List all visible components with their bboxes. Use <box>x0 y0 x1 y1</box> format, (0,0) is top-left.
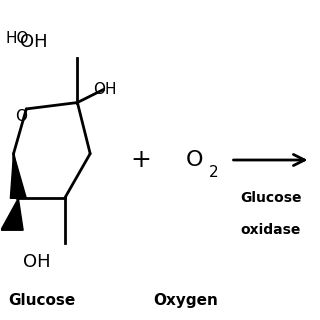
Polygon shape <box>1 198 23 230</box>
Text: oxidase: oxidase <box>240 223 301 237</box>
Text: Glucose: Glucose <box>240 191 301 205</box>
Text: +: + <box>131 148 152 172</box>
Text: OH: OH <box>23 253 51 271</box>
Text: O: O <box>186 150 204 170</box>
Text: HO: HO <box>5 31 29 46</box>
Text: 2: 2 <box>209 165 219 180</box>
Text: Glucose: Glucose <box>9 293 76 308</box>
Text: OH: OH <box>93 82 117 97</box>
Polygon shape <box>10 154 26 198</box>
Text: OH: OH <box>20 33 48 51</box>
Text: O: O <box>16 109 28 124</box>
Text: Oxygen: Oxygen <box>154 293 218 308</box>
